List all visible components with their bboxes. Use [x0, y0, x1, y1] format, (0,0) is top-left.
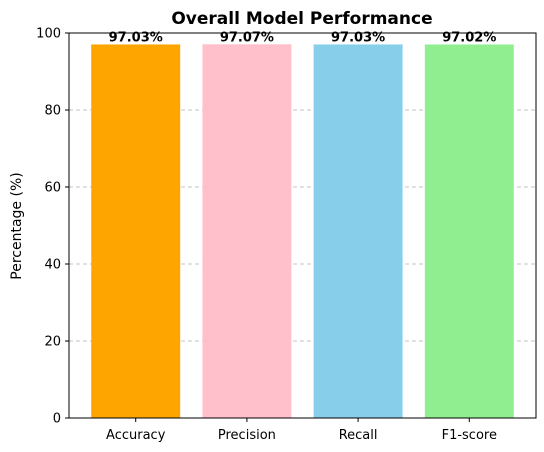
y-axis-label: Percentage (%)	[9, 172, 25, 279]
bar-precision	[202, 44, 292, 419]
bars-layer	[91, 44, 514, 419]
plot-frame	[68, 32, 537, 419]
y-tick-label: 80	[44, 104, 61, 119]
chart-title: Overall Model Performance	[171, 9, 432, 29]
data-label: 97.03%	[331, 30, 385, 45]
data-label: 97.02%	[442, 30, 496, 45]
bar-f1-score	[424, 44, 514, 419]
y-tick-label: 20	[44, 335, 61, 350]
x-tick-label: F1-score	[442, 428, 497, 443]
y-tick-label: 60	[44, 181, 61, 196]
x-tick-label: Precision	[218, 428, 276, 443]
bar-accuracy	[91, 44, 181, 418]
bar-recall	[313, 44, 403, 418]
labels-layer: 0 20 40 60 80 100 Accuracy Precision Recall F1-sc…	[36, 27, 497, 444]
axes-layer	[65, 32, 537, 422]
y-tick-label: 40	[44, 258, 61, 273]
data-label: 97.07%	[220, 30, 274, 45]
data-label: 97.03%	[109, 30, 163, 45]
y-tick-label: 0	[53, 412, 61, 427]
x-tick-label: Recall	[339, 428, 378, 443]
y-tick-label: 100	[36, 27, 61, 42]
x-tick-label: Accuracy	[106, 428, 166, 443]
